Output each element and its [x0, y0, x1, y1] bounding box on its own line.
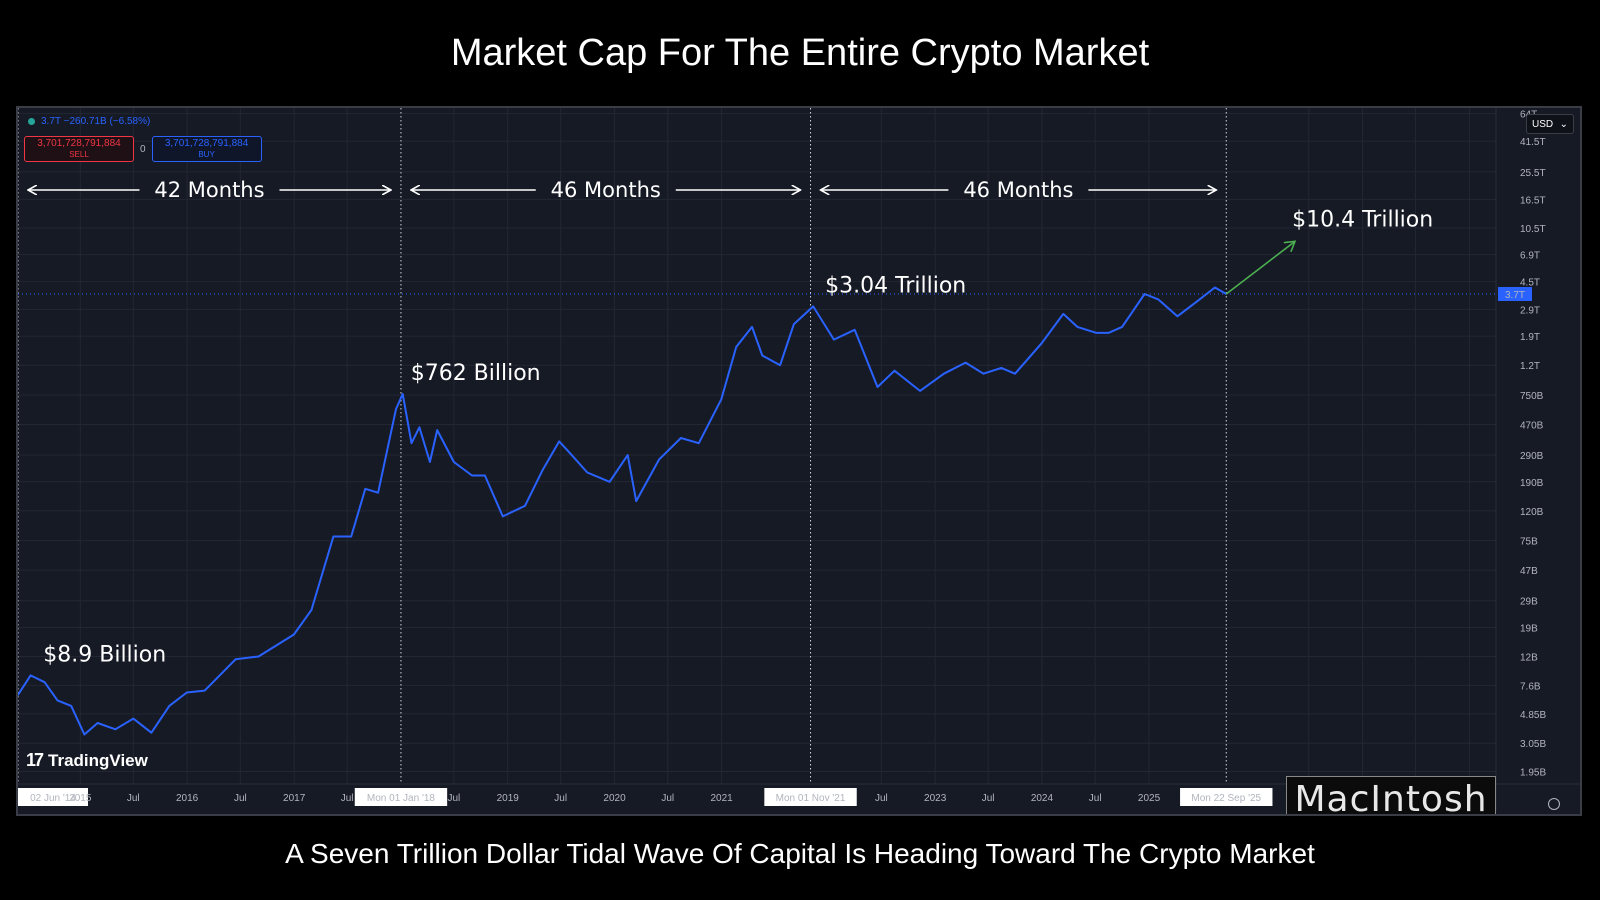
x-tick-label: Mon 01 Jan '18 — [367, 793, 436, 804]
y-axis: 64T41.5T25.5T16.5T10.5T6.9T4.5T2.9T1.9T1… — [1498, 110, 1546, 778]
symbol-change: 3.7T −260.71B (−6.58%) — [41, 116, 151, 127]
y-tick-label: 16.5T — [1520, 195, 1546, 206]
tradingview-mark-icon: 17 — [26, 750, 44, 770]
vertical-markers — [18, 108, 1227, 784]
y-tick-label: 7.6B — [1520, 681, 1541, 692]
y-tick-label: 4.5T — [1520, 278, 1540, 289]
x-tick-label: 2023 — [924, 793, 947, 804]
x-tick-label: Jul — [661, 793, 674, 804]
x-tick-label: 2020 — [603, 793, 626, 804]
x-tick-label: Jul — [875, 793, 888, 804]
span-label: 46 Months — [963, 178, 1073, 202]
y-tick-label: 12B — [1520, 653, 1538, 664]
y-tick-label: 120B — [1520, 507, 1544, 518]
x-tick-label: 2017 — [283, 793, 306, 804]
chart-frame[interactable]: 64T41.5T25.5T16.5T10.5T6.9T4.5T2.9T1.9T1… — [16, 106, 1582, 816]
status-dot-icon — [28, 118, 35, 125]
y-tick-label: 1.9T — [1520, 332, 1540, 343]
y-tick-label: 750B — [1520, 391, 1544, 402]
annotation-label: $762 Billion — [411, 361, 541, 386]
x-tick-label: Jul — [448, 793, 461, 804]
y-tick-label: 41.5T — [1520, 137, 1546, 148]
x-tick-highlight-box — [1180, 788, 1273, 806]
series-line-market-cap — [18, 286, 1227, 736]
settings-icon[interactable] — [1548, 798, 1560, 810]
macintosh-digital-logo: MacIntosh D I G I T A L — [1286, 776, 1496, 816]
logo-wordmark: MacIntosh — [1294, 779, 1488, 816]
y-tick-label: 29B — [1520, 597, 1538, 608]
series-layer — [18, 286, 1496, 736]
x-tick-label: Jul — [127, 793, 140, 804]
spread-value: 0 — [140, 143, 146, 155]
projection-arrow — [1225, 241, 1295, 295]
x-tick-highlight-box — [18, 788, 88, 806]
span-label: 42 Months — [154, 178, 264, 202]
x-tick-highlight-box — [354, 788, 448, 806]
sell-button[interactable]: 3,701,728,791,884 SELL — [24, 136, 134, 162]
x-tick-label: 2021 — [710, 793, 733, 804]
y-tick-label: 290B — [1520, 451, 1544, 462]
y-tick-label: 25.5T — [1520, 168, 1546, 179]
y-tick-label: 1.2T — [1520, 361, 1540, 372]
x-tick-label: Jul — [341, 793, 354, 804]
y-tick-label: 10.5T — [1520, 224, 1546, 235]
buy-button[interactable]: 3,701,728,791,884 BUY — [151, 136, 262, 162]
sell-price: 3,701,728,791,884 — [37, 138, 121, 149]
x-tick-label: 2025 — [1138, 793, 1161, 804]
x-tick-label: Mon 01 Nov '21 — [776, 793, 846, 804]
buy-price: 3,701,728,791,884 — [164, 138, 249, 149]
current-price-badge — [1498, 286, 1532, 301]
tradingview-logo[interactable]: 17 TradingView — [26, 750, 148, 771]
tradingview-brand: TradingView — [48, 750, 148, 770]
page-subtitle: A Seven Trillion Dollar Tidal Wave Of Ca… — [285, 838, 1315, 869]
x-tick-highlight-box — [764, 788, 857, 806]
x-tick-label: Mon 22 Sep '25 — [1191, 793, 1261, 804]
currency-label: USD — [1532, 118, 1554, 130]
annotation-label: $3.04 Trillion — [825, 273, 966, 298]
cycle-spans: 42 Months 46 Months 46 Months — [28, 178, 1216, 202]
sell-label: SELL — [69, 150, 89, 159]
x-tick-label: Jul — [982, 793, 995, 804]
y-tick-label: 190B — [1520, 478, 1544, 489]
annotations: $8.9 Billion $762 Billion $3.04 Trillion $1… — [43, 208, 1433, 668]
y-tick-label: 6.9T — [1520, 251, 1540, 262]
currency-button[interactable]: USD ⌄ — [1526, 114, 1574, 134]
x-tick-label: 2016 — [176, 793, 199, 804]
current-price-label: 3.7T — [1505, 290, 1525, 301]
y-tick-label: 2.9T — [1520, 305, 1540, 316]
trade-buttons: 3,701,728,791,884 SELL 0 3,701,728,791,8… — [24, 136, 262, 162]
annotation-label: $10.4 Trillion — [1292, 208, 1433, 233]
x-tick-label: 02 Jun '14 — [30, 793, 76, 804]
y-tick-label: 3.05B — [1520, 739, 1546, 750]
buy-label: BUY — [198, 150, 215, 159]
x-tick-label: Jul — [554, 793, 567, 804]
annotation-label: $8.9 Billion — [43, 642, 166, 667]
x-tick-label: 2019 — [497, 793, 520, 804]
x-tick-label: 2024 — [1031, 793, 1054, 804]
span-label: 46 Months — [551, 178, 661, 202]
page-title: Market Cap For The Entire Crypto Market — [450, 32, 1150, 74]
x-tick-label: Jul — [1089, 793, 1102, 804]
x-tick-label: Jul — [234, 793, 247, 804]
symbol-info: 3.7T −260.71B (−6.58%) — [28, 116, 150, 127]
y-tick-label: 19B — [1520, 623, 1538, 634]
y-tick-label: 1.95B — [1520, 767, 1546, 778]
y-tick-label: 4.85B — [1520, 710, 1546, 721]
y-tick-label: 47B — [1520, 566, 1538, 577]
x-tick-label: 2015 — [69, 793, 92, 804]
y-tick-label: 470B — [1520, 421, 1544, 432]
chevron-down-icon: ⌄ — [1559, 118, 1568, 130]
y-tick-label: 75B — [1520, 537, 1538, 548]
chart-plot[interactable]: 64T41.5T25.5T16.5T10.5T6.9T4.5T2.9T1.9T1… — [18, 108, 1580, 814]
